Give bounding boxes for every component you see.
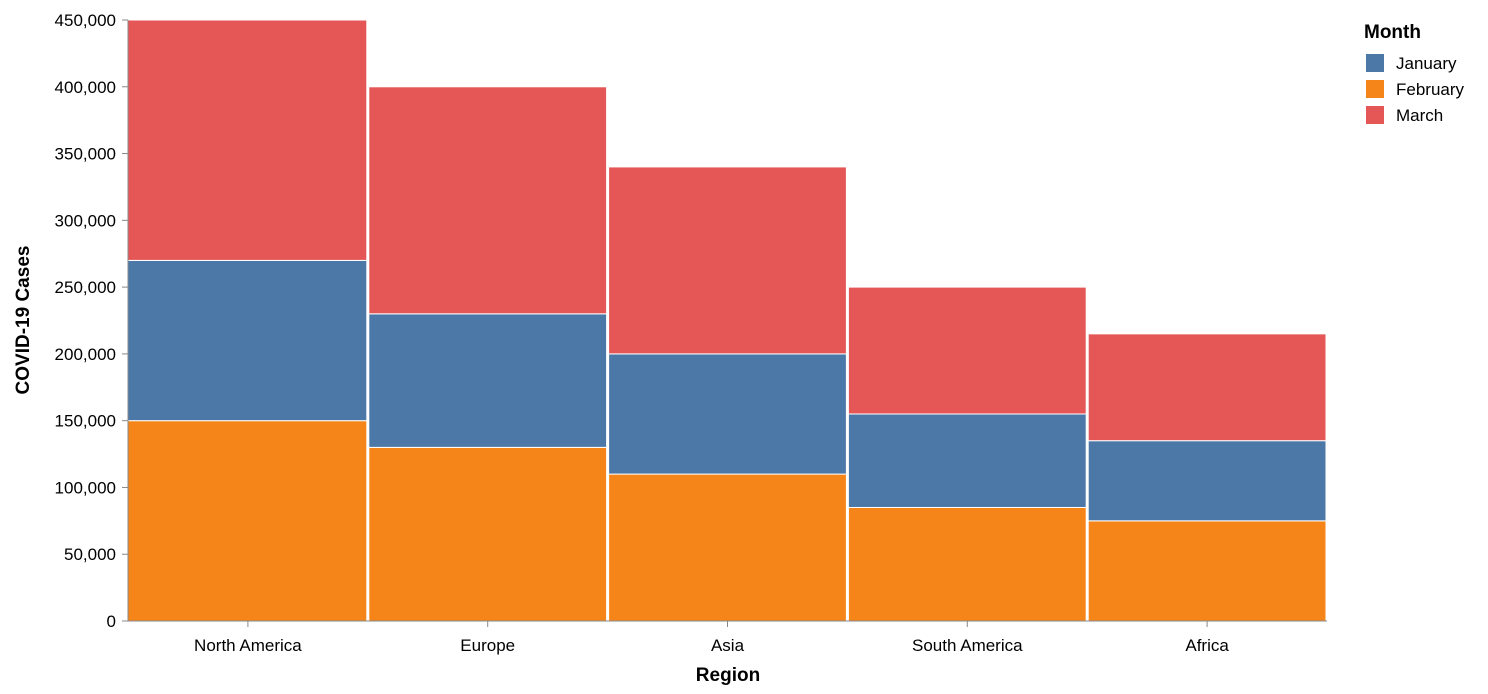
bar-europe-march [368,86,608,315]
bar-europe-january [368,313,608,448]
bar-europe-february [368,446,608,622]
bar-asia-january [608,353,847,475]
y-tick-label: 50,000 [64,545,116,564]
bar-asia-february [608,473,847,622]
bar-africa-march [1087,333,1327,442]
y-tick-label: 300,000 [55,211,116,230]
y-tick-label: 450,000 [55,11,116,30]
bar-north-america-january [127,259,368,422]
x-tick-label: Africa [1185,636,1229,655]
y-tick-label: 100,000 [55,478,116,497]
legend-swatch-january [1366,54,1384,72]
bar-south-america-february [847,506,1087,622]
bars-layer [127,19,1327,622]
y-tick-label: 400,000 [55,78,116,97]
y-tick-label: 250,000 [55,278,116,297]
legend-label-january: January [1396,54,1457,73]
legend-label-february: February [1396,80,1465,99]
x-axis: North America Europe Asia South America Afri… [128,620,1327,655]
legend: Month January February March [1364,22,1465,125]
y-tick-label: 0 [107,612,116,631]
y-tick-label: 350,000 [55,145,116,164]
bar-africa-february [1087,520,1327,622]
bar-north-america-february [127,420,368,622]
legend-swatch-march [1366,106,1384,124]
bar-south-america-march [847,286,1087,415]
x-tick-label: North America [194,636,302,655]
bar-asia-march [608,166,847,355]
y-axis-title: COVID-19 Cases [13,246,34,395]
bar-north-america-march [127,19,368,261]
bar-africa-january [1087,440,1327,522]
legend-swatch-february [1366,80,1384,98]
x-tick-label: Europe [460,636,515,655]
legend-label-march: March [1396,106,1443,125]
y-tick-label: 150,000 [55,412,116,431]
bar-south-america-january [847,413,1087,508]
x-axis-title: Region [696,665,760,686]
y-axis: 0 50,000 100,000 150,000 200,000 250,000 300,0… [55,11,129,631]
y-tick-label: 200,000 [55,345,116,364]
x-tick-label: Asia [711,636,745,655]
x-tick-label: South America [912,636,1023,655]
legend-title: Month [1364,22,1421,43]
